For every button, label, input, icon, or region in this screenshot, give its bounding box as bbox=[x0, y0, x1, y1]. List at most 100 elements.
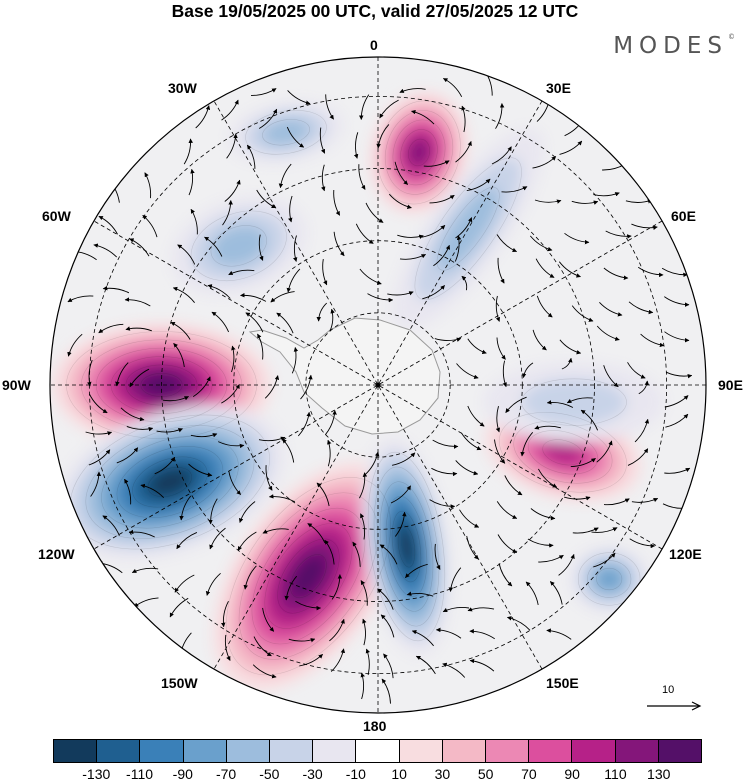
streamline-arrow bbox=[429, 194, 455, 204]
colorbar-tick-label: -70 bbox=[215, 766, 237, 782]
colorbar-segment bbox=[140, 740, 184, 762]
anomaly-contour bbox=[245, 109, 327, 155]
streamline-arrow bbox=[245, 312, 264, 333]
streamline-arrow bbox=[534, 199, 562, 204]
streamline-arrow bbox=[532, 156, 557, 169]
streamline-arrow bbox=[665, 413, 689, 428]
streamline-arrow bbox=[536, 295, 553, 318]
streamline-arrow bbox=[360, 580, 368, 606]
lon-label-180: 180 bbox=[363, 718, 387, 734]
streamline-arrow bbox=[631, 223, 658, 230]
modes-logo: MODES© bbox=[613, 33, 735, 59]
streamline-arrow bbox=[330, 648, 346, 672]
streamline-arrow bbox=[258, 234, 264, 261]
streamline-arrow bbox=[278, 163, 292, 189]
streamline-arrow bbox=[603, 267, 629, 280]
streamline-arrow bbox=[352, 541, 361, 567]
map-title: Base 19/05/2025 00 UTC, valid 27/05/2025… bbox=[171, 1, 579, 21]
colorbar-segment bbox=[356, 740, 400, 762]
streamline-arrow bbox=[102, 515, 120, 536]
reference-vector-label: 10 bbox=[662, 684, 675, 696]
anomaly-contour bbox=[397, 525, 416, 568]
streamline-arrow bbox=[288, 638, 316, 643]
anomaly-contour bbox=[225, 477, 391, 676]
colorbar-segment bbox=[572, 740, 616, 762]
streamline-arrow bbox=[98, 215, 118, 235]
streamline-arrow bbox=[322, 259, 328, 286]
streamline-arrow bbox=[237, 531, 257, 552]
streamline-arrow bbox=[124, 478, 132, 505]
lon-label-120e: 120E bbox=[669, 546, 702, 562]
streamline-arrow bbox=[324, 539, 335, 565]
streamline-arrow bbox=[605, 230, 632, 239]
streamline-arrow bbox=[90, 471, 102, 497]
streamline-arrow bbox=[596, 325, 620, 341]
streamline-arrow bbox=[593, 552, 616, 568]
anomaly-contour bbox=[577, 552, 641, 606]
streamline-arrow bbox=[434, 543, 441, 570]
streamline-arrow bbox=[572, 527, 599, 534]
colorbar-segment bbox=[442, 740, 487, 762]
anomaly-shade bbox=[398, 525, 415, 568]
map-disk bbox=[50, 57, 706, 713]
streamline-arrow bbox=[530, 508, 556, 521]
streamline-arrow bbox=[327, 439, 332, 467]
streamline-arrow bbox=[183, 138, 193, 165]
streamline-arrow bbox=[188, 168, 195, 196]
streamline-arrow bbox=[204, 236, 223, 257]
colorbar-tick-label: 50 bbox=[477, 766, 494, 782]
streamline-arrow bbox=[154, 456, 176, 475]
streamline-arrow bbox=[333, 231, 345, 257]
streamline-arrow bbox=[467, 338, 487, 354]
streamline-arrow bbox=[208, 498, 218, 525]
streamline-arrow bbox=[88, 393, 108, 414]
meridian-line bbox=[93, 220, 663, 550]
streamline-arrow bbox=[534, 425, 561, 430]
streamline-arrow bbox=[666, 371, 693, 379]
colorbar-tick-label: -50 bbox=[259, 766, 280, 782]
logo-mark: © bbox=[728, 33, 735, 41]
streamline-arrow bbox=[67, 295, 94, 303]
anomaly-shade bbox=[542, 439, 584, 466]
anomaly-contour bbox=[436, 187, 500, 271]
streamline-arrow bbox=[525, 581, 539, 605]
streamline-arrow bbox=[461, 432, 482, 451]
anomaly-contour bbox=[147, 467, 193, 498]
streamline-arrow bbox=[640, 333, 665, 348]
streamline-arrow bbox=[276, 312, 294, 334]
anomaly-contour bbox=[290, 554, 327, 599]
streamline-arrow bbox=[411, 630, 434, 647]
streamline-arrow bbox=[177, 244, 196, 265]
streamline-arrow bbox=[98, 323, 124, 334]
streamline-arrow bbox=[224, 634, 231, 661]
streamline-arrow bbox=[455, 140, 472, 163]
streamline-arrow bbox=[262, 607, 275, 632]
streamline-arrow bbox=[140, 483, 165, 499]
anomaly-contour bbox=[101, 435, 239, 529]
streamline-arrow bbox=[570, 458, 596, 468]
streamline-arrow bbox=[360, 672, 365, 700]
streamline-arrow bbox=[173, 342, 185, 368]
streamline-arrow bbox=[422, 285, 445, 300]
lon-label-150e: 150E bbox=[546, 675, 579, 691]
anomaly-contour bbox=[587, 560, 632, 598]
streamline-arrow bbox=[491, 146, 512, 165]
streamline-arrow bbox=[431, 467, 458, 477]
meridian-line bbox=[213, 100, 543, 670]
streamline-arrow bbox=[329, 618, 345, 642]
streamline-arrow bbox=[433, 244, 451, 267]
streamline-arrow bbox=[329, 308, 335, 332]
streamline-arrow bbox=[501, 186, 528, 193]
streamline-arrow bbox=[461, 275, 468, 291]
anomaly-contour bbox=[125, 364, 198, 406]
streamline-arrow bbox=[316, 302, 328, 322]
anomaly-contour bbox=[385, 496, 428, 597]
streamline-arrow bbox=[664, 395, 689, 408]
streamline-arrow bbox=[284, 575, 298, 601]
colorbar-segment bbox=[399, 740, 443, 762]
streamline-arrow bbox=[295, 600, 322, 611]
streamline-arrow bbox=[631, 497, 659, 503]
streamline-arrow bbox=[558, 553, 575, 576]
streamline-arrow bbox=[377, 588, 394, 610]
streamline-arrow bbox=[316, 482, 330, 507]
